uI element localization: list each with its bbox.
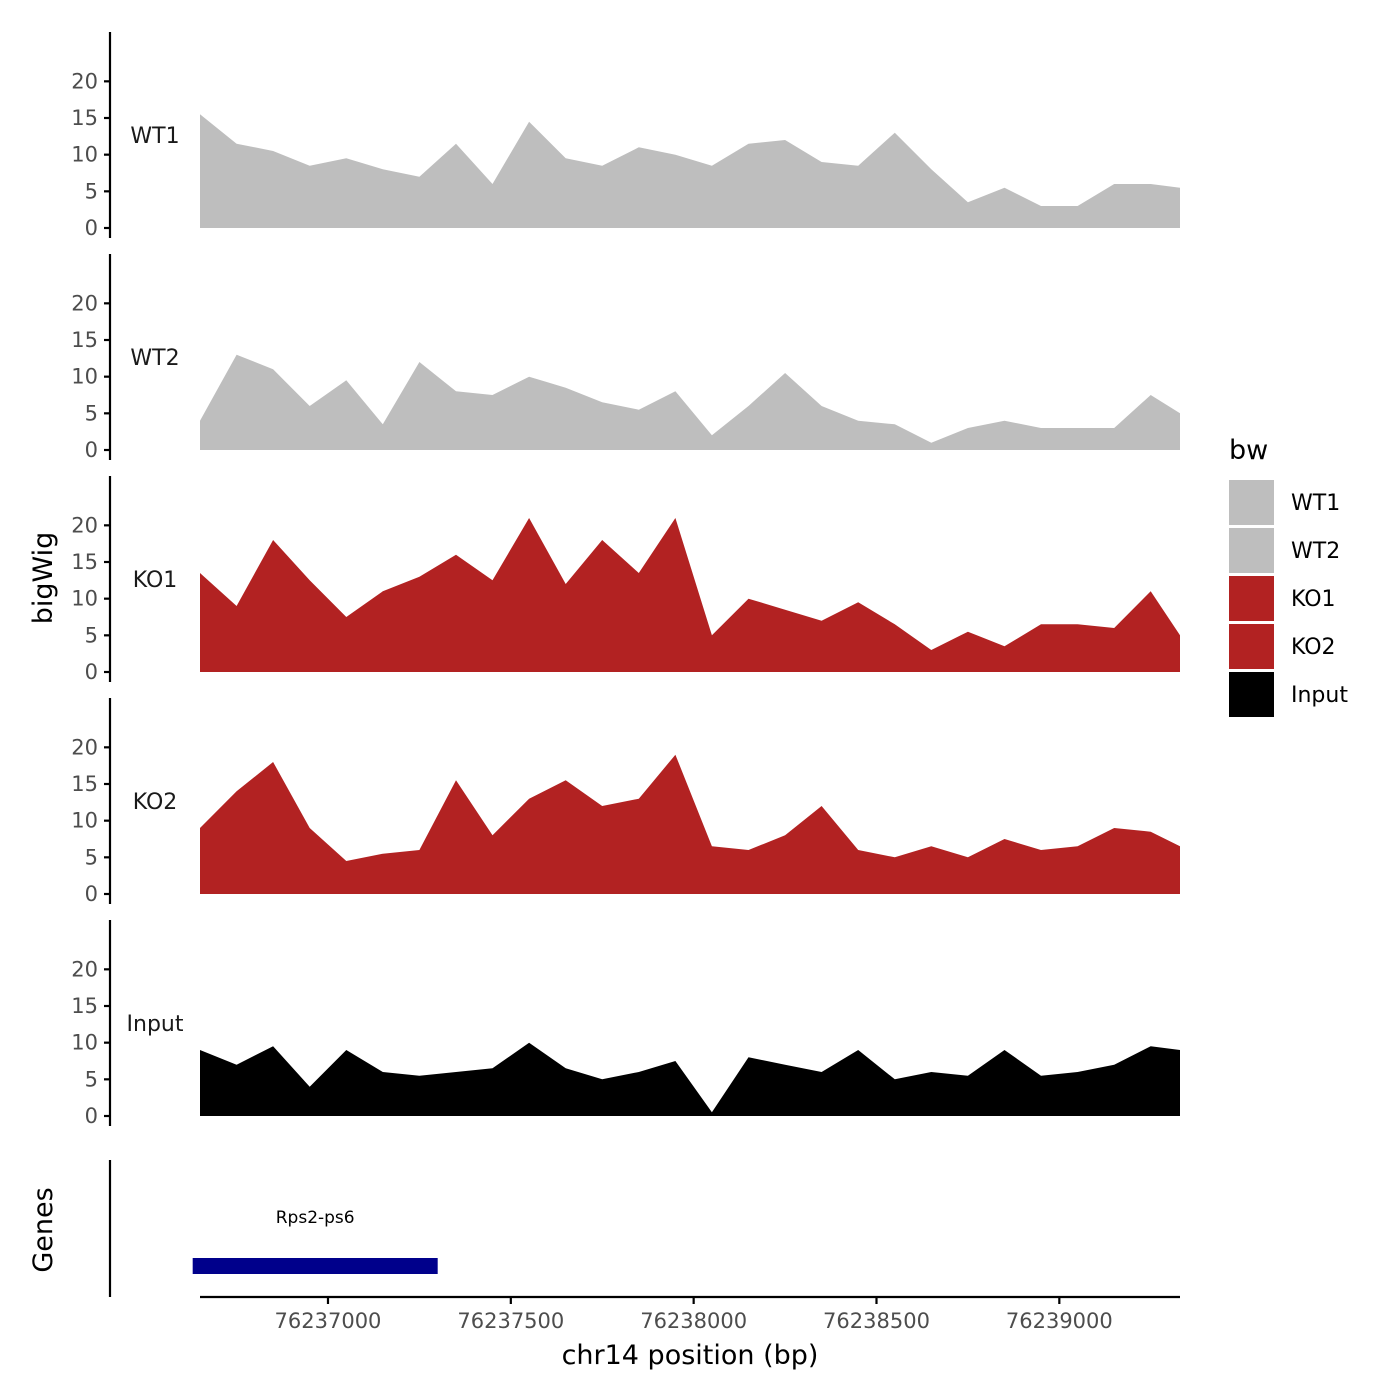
y-tick-label: 5 (85, 401, 98, 425)
y-tick-label: 0 (85, 882, 98, 906)
y-tick-label: 5 (85, 623, 98, 647)
y-tick-label: 5 (85, 845, 98, 869)
x-tick-label: 76238500 (823, 1309, 930, 1333)
y-tick-label: 15 (71, 772, 98, 796)
x-tick-label: 76237500 (457, 1309, 564, 1333)
track-panels: 0 5 10 15 20 WT1 0 5 10 15 20 WT2 0 5 10 15 20 KO1 0 5 10 15 2… (71, 32, 1180, 1128)
y-tick-label: 20 (71, 69, 98, 93)
y-tick-label: 20 (71, 735, 98, 759)
y-tick-label: 20 (71, 957, 98, 981)
gene-label: Rps2-ps6 (276, 1208, 355, 1228)
y-tick-label: 20 (71, 513, 98, 537)
y-tick-label: 0 (85, 1104, 98, 1128)
track-panel-input: 0 5 10 15 20 Input (71, 920, 1180, 1128)
track-panel-ko2: 0 5 10 15 20 KO2 (71, 698, 1180, 906)
track-label-input: Input (127, 1012, 184, 1037)
x-tick-label: 76238000 (640, 1309, 747, 1333)
legend-label-ko1: KO1 (1291, 587, 1336, 612)
y-tick-label: 15 (71, 328, 98, 352)
track-panel-wt2: 0 5 10 15 20 WT2 (71, 254, 1180, 462)
y-tick-label: 15 (71, 106, 98, 130)
y-tick-label: 5 (85, 1067, 98, 1091)
y-tick-label: 0 (85, 438, 98, 462)
y-tick-label: 5 (85, 179, 98, 203)
legend-key-ko2 (1229, 624, 1274, 669)
legend: bw WT1 WT2 KO1 KO2 Input (1229, 435, 1348, 717)
track-label-wt2: WT2 (130, 346, 179, 371)
legend-label-wt2: WT2 (1291, 539, 1340, 564)
x-axis: 76237000 76237500 76238000 76238500 76239000 (200, 1295, 1180, 1333)
gene-track-panel: Rps2-ps6 (108, 1160, 438, 1297)
y-tick-label: 20 (71, 291, 98, 315)
y-tick-label: 10 (71, 809, 98, 833)
legend-key-input (1229, 672, 1274, 717)
y-tick-label: 0 (85, 216, 98, 240)
y-tick-label: 15 (71, 550, 98, 574)
area-series-wt1 (200, 114, 1180, 228)
x-axis-title: chr14 position (bp) (562, 1340, 819, 1371)
legend-key-wt2 (1229, 528, 1274, 573)
y-tick-label: 10 (71, 365, 98, 389)
area-series-wt2 (200, 354, 1180, 450)
area-series-ko1 (200, 518, 1180, 672)
area-series-ko2 (200, 754, 1180, 894)
y-tick-label: 10 (71, 1031, 98, 1055)
legend-key-ko1 (1229, 576, 1274, 621)
track-label-ko2: KO2 (133, 790, 178, 815)
genes-axis-title: Genes (28, 1187, 59, 1272)
x-tick-label: 76239000 (1006, 1309, 1113, 1333)
y-axis-title: bigWig (28, 532, 59, 625)
legend-label-input: Input (1291, 683, 1348, 708)
track-panel-ko1: 0 5 10 15 20 KO1 (71, 476, 1180, 684)
legend-label-ko2: KO2 (1291, 635, 1336, 660)
legend-title: bw (1229, 435, 1268, 466)
y-tick-label: 10 (71, 143, 98, 167)
y-tick-label: 15 (71, 994, 98, 1018)
y-tick-label: 10 (71, 587, 98, 611)
gene-body-rps2-ps6 (192, 1258, 438, 1274)
track-panel-wt1: 0 5 10 15 20 WT1 (71, 32, 1180, 240)
legend-key-wt1 (1229, 480, 1274, 525)
track-label-ko1: KO1 (133, 568, 178, 593)
x-tick-label: 76237000 (275, 1309, 382, 1333)
area-series-input (200, 1042, 1180, 1116)
y-tick-label: 0 (85, 660, 98, 684)
track-label-wt1: WT1 (130, 124, 179, 149)
legend-label-wt1: WT1 (1291, 491, 1340, 516)
